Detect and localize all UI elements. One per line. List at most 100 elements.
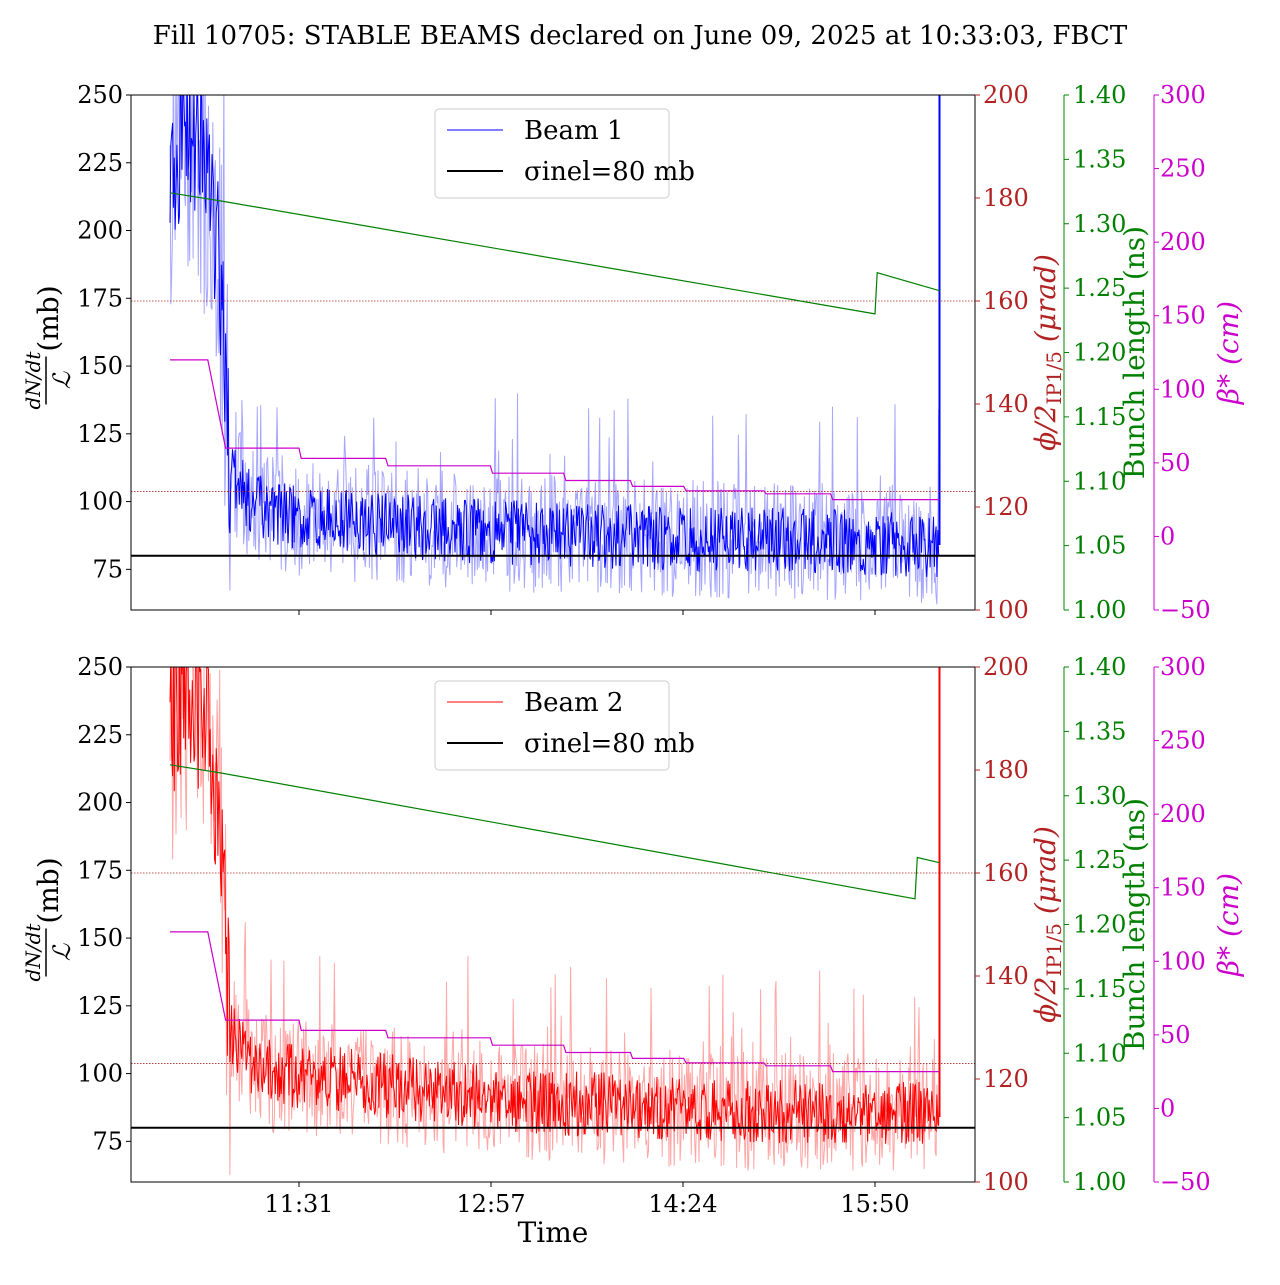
left-axis-frac-num: dN/dt (21, 351, 45, 410)
y-tick-label: 200 (77, 217, 123, 245)
magenta-tick-label: 50 (1160, 1021, 1191, 1049)
beta-star-line (170, 931, 940, 1073)
green-tick-label: 1.40 (1073, 81, 1126, 109)
panel-top: 75 100 125 150 175 200 225 250 100 120 140 160 180 20… (21, 81, 1245, 624)
x-tick-label: 15:50 (840, 1190, 909, 1218)
bunch-length-line (169, 192, 940, 315)
legend-box (434, 108, 670, 199)
green-tick-label: 1.00 (1073, 596, 1126, 624)
magenta-tick-label: −50 (1160, 1168, 1211, 1196)
red-tick-label: 100 (983, 1168, 1029, 1196)
red-tick-label: 120 (983, 1065, 1029, 1093)
x-axis-label: Time (518, 1216, 589, 1249)
green-tick-label: 1.25 (1073, 846, 1126, 874)
green-tick-label: 1.05 (1073, 1104, 1126, 1132)
green-tick-label: 1.15 (1073, 403, 1126, 431)
left-axis-label: dN/dt ℒ (mb) (21, 857, 76, 981)
magenta-tick-label: 150 (1160, 874, 1206, 902)
magenta-tick-label: 300 (1160, 81, 1206, 109)
y-tick-label: 150 (77, 352, 123, 380)
plot-area (131, 95, 975, 605)
red-tick-label: 160 (983, 859, 1029, 887)
green-axis-label: Bunch length (ns) (1118, 798, 1151, 1051)
red-axis-label-sub: IP1/5 (1042, 923, 1066, 977)
green-tick-label: 1.35 (1073, 145, 1126, 173)
magenta-tick-label: 50 (1160, 449, 1191, 477)
magenta-tick-label: 100 (1160, 375, 1206, 403)
magenta-tick-label: 200 (1160, 800, 1206, 828)
y-tick-label: 250 (77, 653, 123, 681)
magenta-tick-label: 0 (1160, 1094, 1175, 1122)
left-axis-frac-den: ℒ (48, 943, 76, 961)
red-axis-label: ϕ/2IP1/5 (μrad) (1029, 826, 1066, 1023)
y-tick-label: 100 (77, 1060, 123, 1088)
red-tick-label: 100 (983, 596, 1029, 624)
green-tick-label: 1.05 (1073, 532, 1126, 560)
red-axis-label-unit: (μrad) (1029, 254, 1062, 351)
beta-star-line (170, 359, 940, 501)
magenta-tick-label: 0 (1160, 522, 1175, 550)
red-tick-label: 120 (983, 493, 1029, 521)
green-axis-label: Bunch length (ns) (1118, 226, 1151, 479)
legend-label-sigma: σinel=80 mb (524, 729, 695, 759)
left-axis-frac-num: dN/dt (21, 923, 45, 982)
red-tick-label: 180 (983, 756, 1029, 784)
red-tick-label: 140 (983, 962, 1029, 990)
y-tick-label: 150 (77, 924, 123, 952)
chart-title: Fill 10705: STABLE BEAMS declared on Jun… (153, 21, 1128, 51)
magenta-tick-label: 100 (1160, 947, 1206, 975)
magenta-tick-label: 300 (1160, 653, 1206, 681)
y-tick-label: 175 (77, 856, 123, 884)
y-tick-label: 125 (77, 992, 123, 1020)
red-axis-label-main: ϕ/2 (1029, 405, 1062, 451)
green-tick-label: 1.30 (1073, 210, 1126, 238)
magenta-axis-label: β* (cm) (1212, 873, 1245, 977)
red-axis-label-unit: (μrad) (1029, 826, 1062, 923)
green-tick-label: 1.20 (1073, 339, 1126, 367)
green-tick-label: 1.40 (1073, 653, 1126, 681)
magenta-tick-label: 150 (1160, 302, 1206, 330)
legend-box (434, 680, 670, 771)
magenta-tick-label: −50 (1160, 596, 1211, 624)
plot-frame (130, 94, 976, 611)
plot-area (131, 667, 975, 1176)
y-tick-label: 200 (77, 789, 123, 817)
magenta-axis-label: β* (cm) (1212, 301, 1245, 405)
y-tick-label: 225 (77, 149, 123, 177)
bunch-length-line (169, 764, 940, 900)
y-tick-label: 100 (77, 488, 123, 516)
plot-frame (130, 666, 976, 1183)
green-tick-label: 1.10 (1073, 1039, 1126, 1067)
x-tick-label: 12:57 (456, 1190, 525, 1218)
y-tick-label: 175 (77, 284, 123, 312)
green-tick-label: 1.10 (1073, 467, 1126, 495)
left-axis-unit: (mb) (32, 285, 65, 351)
magenta-tick-label: 250 (1160, 155, 1206, 183)
magenta-tick-label: 200 (1160, 228, 1206, 256)
magenta-tick-label: 250 (1160, 727, 1206, 755)
legend-label-beam-1: Beam 1 (524, 116, 623, 146)
red-tick-label: 200 (983, 653, 1029, 681)
left-axis-unit: (mb) (32, 857, 65, 923)
y-tick-label: 250 (77, 81, 123, 109)
legend-label-sigma: σinel=80 mb (524, 157, 695, 187)
y-tick-label: 75 (92, 555, 123, 583)
red-tick-label: 160 (983, 287, 1029, 315)
red-axis-label: ϕ/2IP1/5 (μrad) (1029, 254, 1066, 451)
red-axis-label-main: ϕ/2 (1029, 977, 1062, 1023)
green-tick-label: 1.20 (1073, 911, 1126, 939)
x-tick-label: 11:31 (264, 1190, 333, 1218)
red-tick-label: 200 (983, 81, 1029, 109)
red-tick-label: 140 (983, 390, 1029, 418)
green-tick-label: 1.15 (1073, 975, 1126, 1003)
y-tick-label: 125 (77, 420, 123, 448)
left-axis-label: dN/dt ℒ (mb) (21, 285, 76, 409)
y-tick-label: 225 (77, 721, 123, 749)
green-tick-label: 1.25 (1073, 274, 1126, 302)
green-tick-label: 1.30 (1073, 782, 1126, 810)
red-axis-label-sub: IP1/5 (1042, 351, 1066, 405)
x-tick-label: 14:24 (648, 1190, 717, 1218)
red-tick-label: 180 (983, 184, 1029, 212)
left-axis-frac-den: ℒ (48, 371, 76, 389)
